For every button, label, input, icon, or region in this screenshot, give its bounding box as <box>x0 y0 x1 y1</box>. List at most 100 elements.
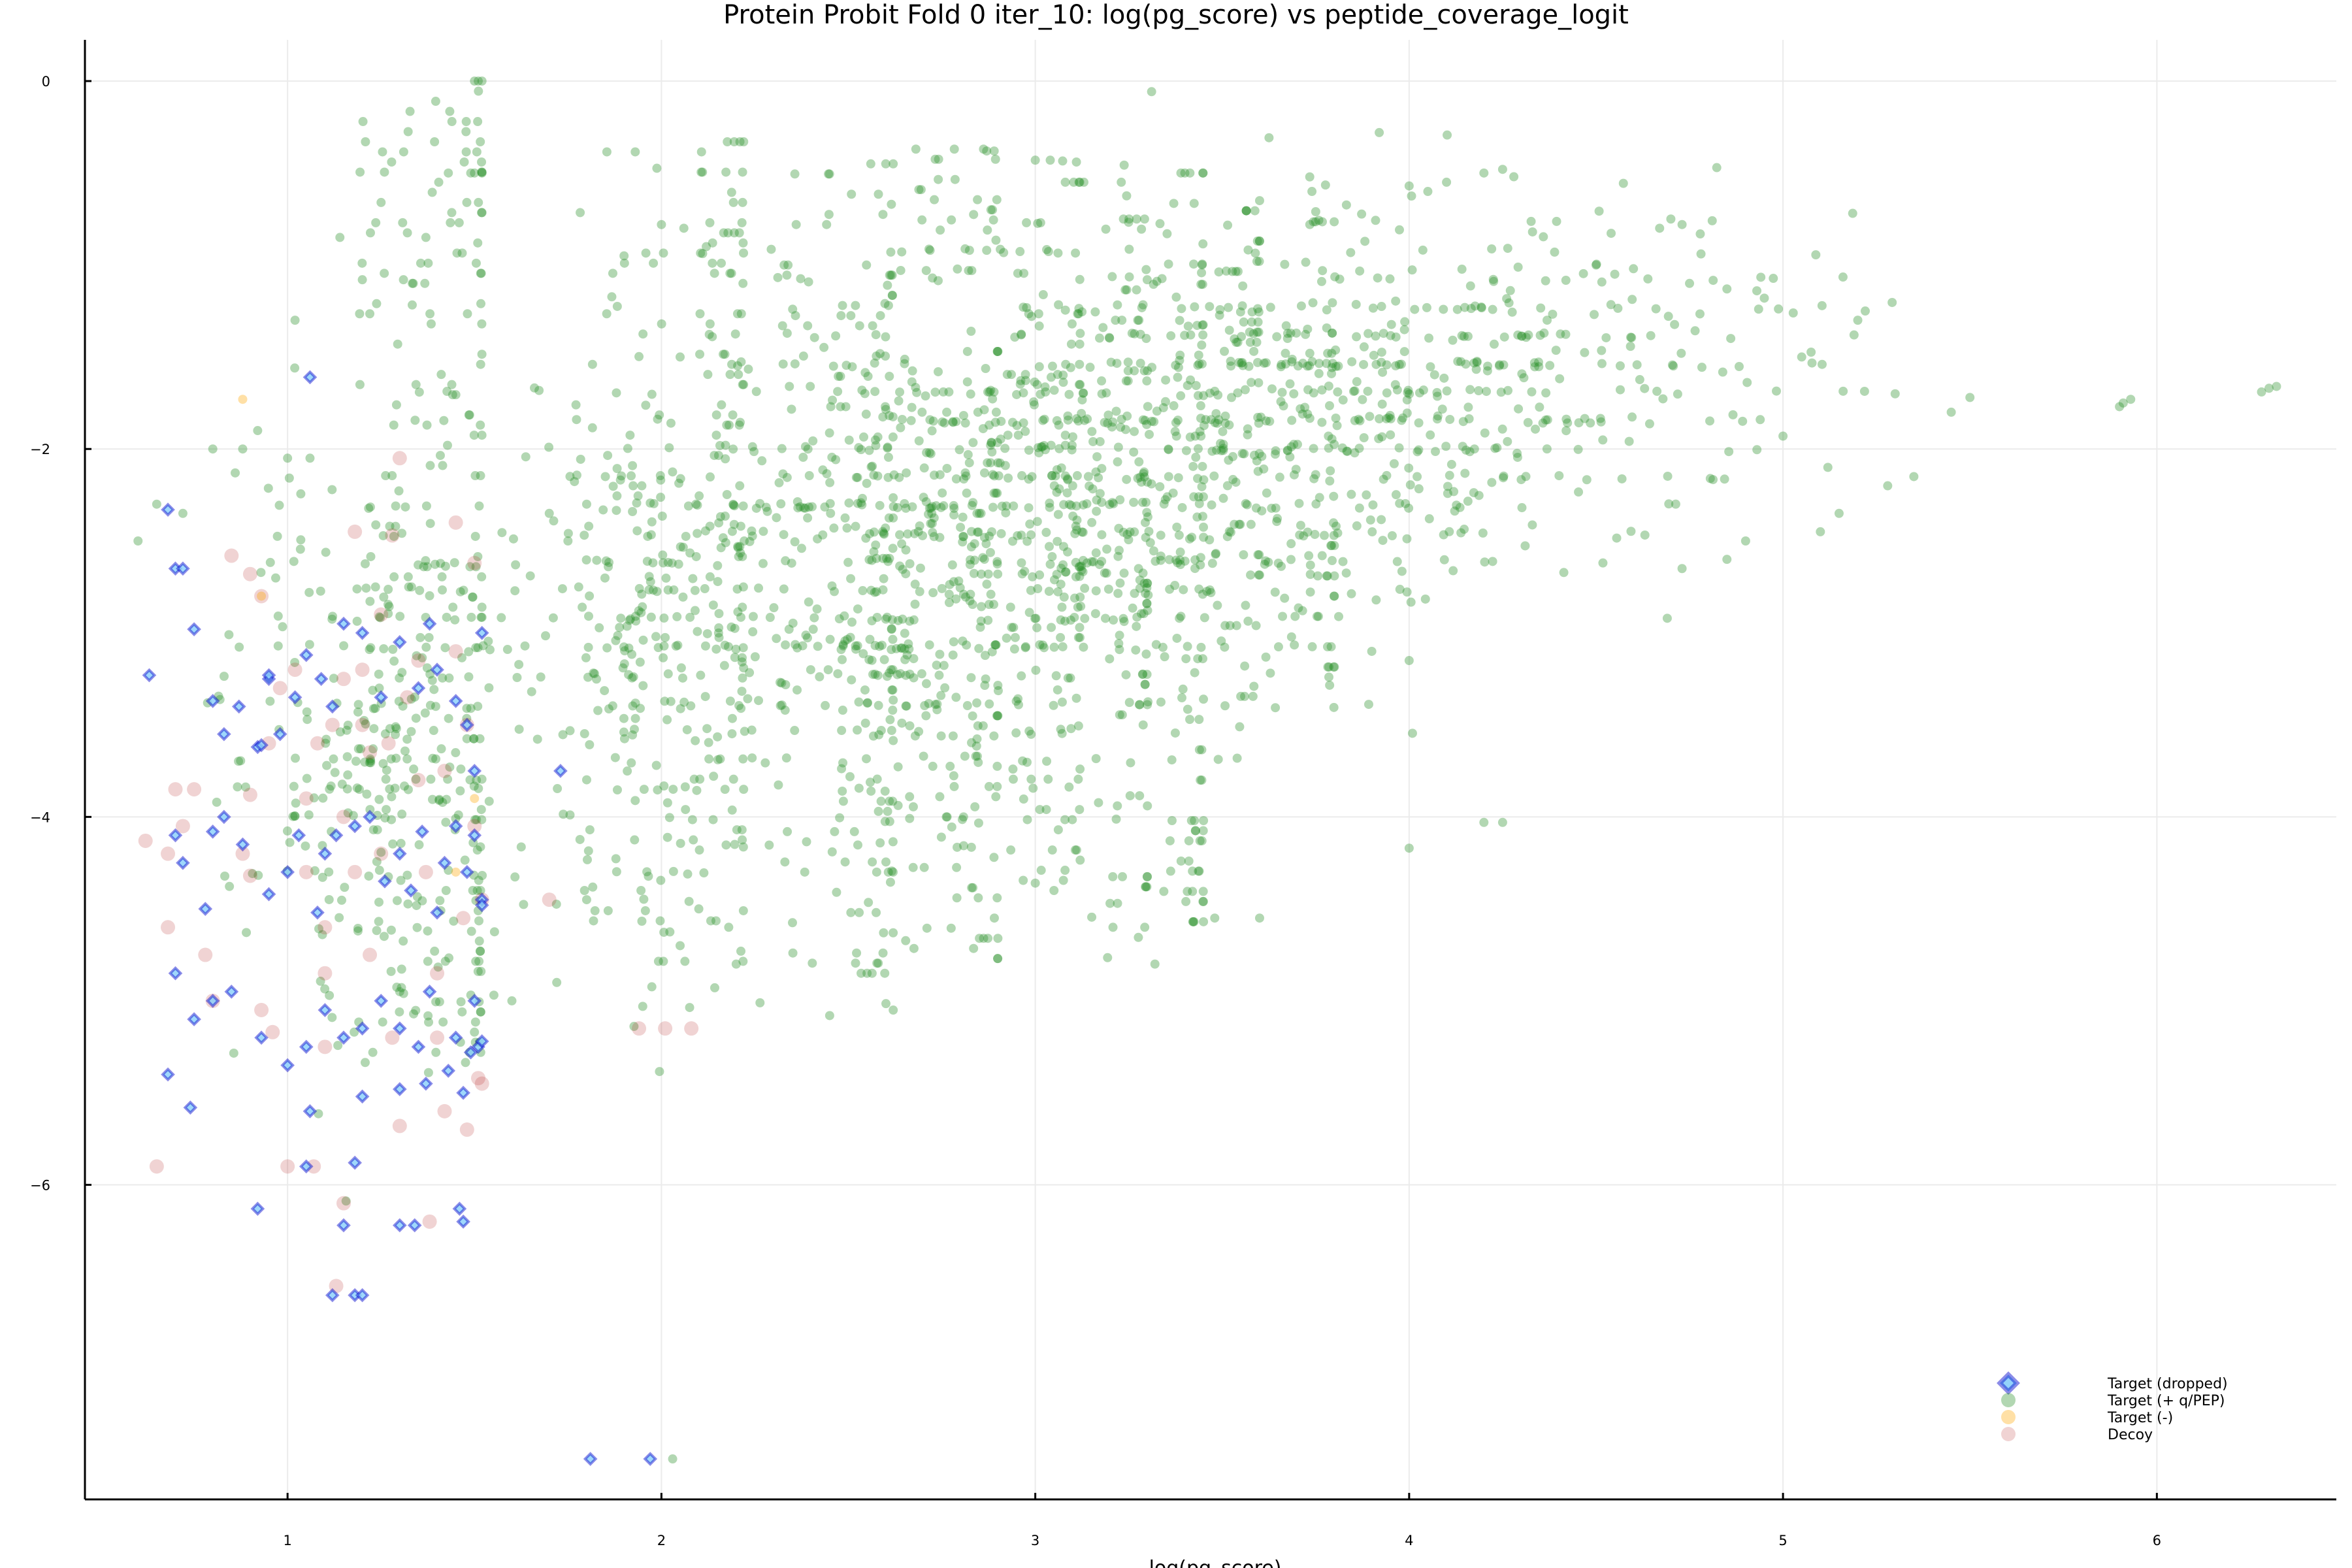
target-point <box>905 813 915 823</box>
target-point <box>1309 474 1319 483</box>
target-point <box>1498 473 1508 483</box>
target-point <box>738 643 748 653</box>
target-point <box>426 319 436 329</box>
target-point <box>1413 447 1422 457</box>
target-point <box>696 147 706 157</box>
target-point <box>1806 347 1816 357</box>
target-point <box>693 627 702 636</box>
target-point <box>975 623 985 632</box>
target-point <box>459 157 469 167</box>
target-point <box>838 301 847 310</box>
target-point <box>1052 416 1062 425</box>
target-point <box>967 883 977 892</box>
target-point <box>1350 448 1360 458</box>
target-point <box>1722 555 1732 564</box>
target-point <box>1240 691 1250 701</box>
target-point <box>1379 329 1388 338</box>
target-point <box>1317 217 1327 227</box>
dropped-target-point <box>168 966 183 981</box>
target-point <box>1029 397 1039 407</box>
dropped-target-point <box>407 1218 422 1233</box>
target-point <box>986 440 996 450</box>
target-point <box>668 467 678 477</box>
target-point <box>1066 724 1076 734</box>
target-point <box>471 562 481 572</box>
target-point <box>527 687 536 696</box>
target-point <box>887 645 896 655</box>
target-point <box>1367 646 1377 656</box>
target-point <box>1186 330 1196 340</box>
target-point <box>1041 445 1051 455</box>
target-point <box>1135 700 1145 710</box>
target-point <box>628 730 638 740</box>
target-point <box>1021 427 1030 436</box>
target-point <box>973 757 983 767</box>
target-point <box>434 796 444 806</box>
target-point <box>885 371 894 381</box>
chart-title: Protein Probit Fold 0 iter_10: log(pg_sc… <box>723 0 1629 30</box>
target-point <box>755 498 765 508</box>
dropped-target-point <box>187 622 201 636</box>
target-point <box>1022 218 1032 227</box>
target-point <box>411 713 421 723</box>
dropped-target-point <box>299 1039 314 1054</box>
target-point <box>1670 319 1680 329</box>
target-point <box>736 309 746 319</box>
target-point <box>1242 500 1252 510</box>
target-point <box>967 266 977 276</box>
target-point <box>1513 262 1523 272</box>
target-point <box>851 521 860 531</box>
target-point <box>1324 400 1334 410</box>
target-point <box>738 551 747 561</box>
dropped-target-point <box>374 994 389 1008</box>
target-point <box>1238 281 1248 291</box>
target-point <box>1389 459 1399 468</box>
target-point <box>634 606 644 615</box>
target-point <box>1019 269 1029 278</box>
target-point <box>730 329 740 339</box>
target-point <box>1740 536 1750 546</box>
target-point <box>1658 394 1668 404</box>
target-point <box>788 304 798 314</box>
target-point <box>1118 872 1128 881</box>
target-point <box>648 558 658 568</box>
target-point <box>572 470 581 480</box>
target-point <box>787 558 796 568</box>
target-point <box>1312 612 1322 621</box>
target-point <box>662 715 672 725</box>
target-point <box>1218 446 1228 455</box>
target-point <box>1244 361 1254 371</box>
target-point <box>1199 694 1209 704</box>
target-point <box>932 699 942 709</box>
target-point <box>1489 276 1499 286</box>
target-point <box>1199 917 1209 926</box>
target-point <box>532 734 542 744</box>
target-point <box>1049 481 1059 491</box>
target-point <box>1513 330 1523 340</box>
target-point <box>781 679 791 689</box>
dropped-target-point <box>422 985 437 999</box>
target-point <box>655 1067 664 1077</box>
target-point <box>1483 361 1493 371</box>
target-point <box>747 753 757 763</box>
legend-item: Target (-) <box>2001 1410 2173 1426</box>
target-point <box>984 781 994 791</box>
target-point <box>1330 440 1339 449</box>
target-point <box>813 642 823 651</box>
target-point <box>1530 362 1540 372</box>
target-point <box>989 146 999 156</box>
target-point <box>1626 527 1636 536</box>
target-point <box>663 557 673 567</box>
target-point <box>1117 710 1127 720</box>
target-point <box>1516 331 1526 341</box>
target-point <box>1068 481 1077 491</box>
target-point <box>1038 290 1048 300</box>
target-point <box>638 635 648 645</box>
target-point <box>1091 548 1101 558</box>
target-point <box>588 882 598 892</box>
target-point <box>901 701 911 711</box>
target-point <box>1130 589 1139 598</box>
target-point <box>1206 415 1216 425</box>
target-point <box>1073 309 1083 319</box>
target-point <box>648 585 658 595</box>
